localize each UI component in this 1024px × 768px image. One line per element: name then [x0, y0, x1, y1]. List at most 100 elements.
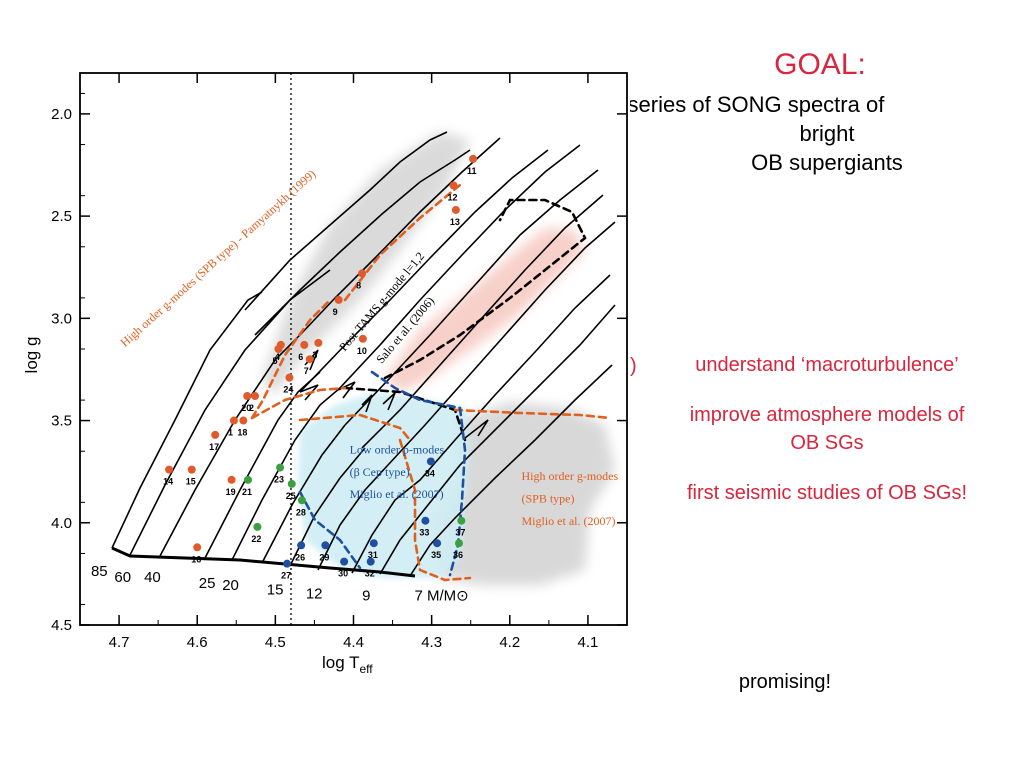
star-point-label: 6 — [298, 352, 303, 362]
star-point-label: 1 — [228, 428, 233, 438]
mass-label: 12 — [306, 585, 323, 602]
star-point — [449, 181, 458, 190]
promising-text: promising! — [738, 671, 832, 693]
star-point-label: 11 — [467, 166, 477, 176]
x-tick-label: 4.1 — [577, 634, 598, 651]
star-point — [369, 539, 378, 548]
x-axis-label-subscript: eff — [360, 662, 374, 676]
star-point — [305, 355, 314, 364]
star-point-label: 23 — [274, 475, 284, 485]
evolutionary-tracks — [111, 131, 616, 578]
star-point — [358, 334, 367, 343]
star-point — [300, 340, 309, 349]
star-point — [314, 338, 323, 347]
bullet-seismic-studies: first seismic studies of OB SGs! — [686, 482, 968, 504]
star-point-label: 12 — [448, 192, 458, 202]
star-point-label: 34 — [425, 468, 435, 478]
star-point — [243, 392, 252, 401]
x-tick-label: 4.7 — [109, 634, 130, 651]
x-tick-label: 4.4 — [343, 634, 364, 651]
x-axis-label: log Teff — [322, 653, 373, 676]
star-point — [251, 392, 260, 401]
star-point — [454, 539, 463, 548]
goal-text: me-series of SONG spectra of bright OB s… — [630, 90, 1024, 177]
goal-line-2: bright — [799, 121, 855, 146]
star-point-label: 27 — [281, 571, 291, 581]
y-tick-label: 4.5 — [51, 617, 72, 634]
star-point — [229, 416, 238, 425]
y-tick-label: 3.0 — [51, 310, 72, 327]
star-point-label: 24 — [283, 385, 293, 395]
star-point-label: 8 — [356, 280, 361, 290]
star-point-label: 20 — [241, 403, 251, 413]
bullet-atmosphere-models: improve atmosphere models of — [689, 404, 965, 426]
star-point-label: 15 — [186, 477, 196, 487]
region-labels: Low order p-modes (β Cep type) Miglio et a… — [350, 442, 619, 528]
mass-label: 60 — [114, 569, 131, 586]
bullet-marker: ) — [630, 355, 637, 377]
bullet-atmosphere-models-cont: OB SGs — [790, 432, 864, 454]
star-point-label: 28 — [296, 507, 306, 517]
star-point — [426, 457, 435, 466]
mass-label: 40 — [144, 569, 161, 586]
star-point — [244, 475, 253, 484]
region-label: Miglio et al. (2007) — [350, 487, 444, 501]
star-point — [187, 465, 196, 474]
star-point-label: 4 — [275, 352, 280, 362]
star-point — [366, 557, 375, 566]
mass-label: 25 — [199, 575, 216, 592]
star-point-label: 25 — [286, 491, 296, 501]
star-point-label: 10 — [357, 346, 367, 356]
y-tick-label: 3.5 — [51, 413, 72, 430]
star-point-label: 32 — [365, 569, 375, 579]
bullet-macroturbulence: understand ‘macroturbulence’ — [695, 354, 959, 376]
star-point — [239, 416, 248, 425]
star-point-label: 13 — [450, 217, 460, 227]
star-point-label: 5 — [272, 356, 277, 366]
star-point — [340, 557, 349, 566]
star-point-label: 2 — [249, 403, 254, 413]
star-point-label: 37 — [455, 528, 465, 538]
star-point — [334, 295, 343, 304]
star-point — [165, 465, 174, 474]
star-point-label: 3 — [312, 350, 317, 360]
x-tick-label: 4.2 — [499, 634, 520, 651]
mass-label: 20 — [222, 577, 239, 594]
star-point — [276, 463, 285, 472]
star-point — [253, 522, 262, 531]
star-point — [321, 541, 330, 550]
mass-label: 7 M/M⊙ — [414, 587, 468, 604]
region-boundaries — [250, 183, 612, 582]
star-point — [421, 516, 430, 525]
mass-labels: 85 60 40 25 20 15 12 9 7 M/M⊙ — [91, 563, 469, 605]
axis-ticks — [79, 73, 628, 626]
star-point-label: 19 — [226, 487, 236, 497]
goal-line-3: OB supergiants — [751, 150, 903, 175]
star-point — [433, 539, 442, 548]
star-point — [287, 479, 296, 488]
region-label: Low order p-modes — [350, 442, 445, 456]
star-point-label: 17 — [209, 442, 219, 452]
star-point-label: 22 — [251, 534, 261, 544]
x-tick-label: 4.3 — [421, 634, 442, 651]
star-point — [469, 154, 478, 163]
star-point-label: 18 — [237, 428, 247, 438]
star-point-label: 7 — [304, 366, 309, 376]
star-point — [193, 543, 202, 552]
region-label: (SPB type) — [522, 491, 575, 505]
x-tick-label: 4.6 — [187, 634, 208, 651]
star-point-label: 9 — [333, 307, 338, 317]
goal-title: GOAL: — [774, 48, 866, 81]
y-tick-label: 4.0 — [51, 515, 72, 532]
star-point-label: 21 — [242, 487, 252, 497]
star-point — [274, 345, 283, 353]
star-point — [285, 373, 294, 382]
region-label: Miglio et al. (2007) — [522, 514, 616, 528]
star-point — [457, 516, 466, 525]
star-point-label: 16 — [191, 554, 201, 564]
star-point-label: 36 — [453, 550, 463, 560]
y-tick-label: 2.5 — [51, 208, 72, 225]
post-tams-region — [385, 228, 585, 392]
